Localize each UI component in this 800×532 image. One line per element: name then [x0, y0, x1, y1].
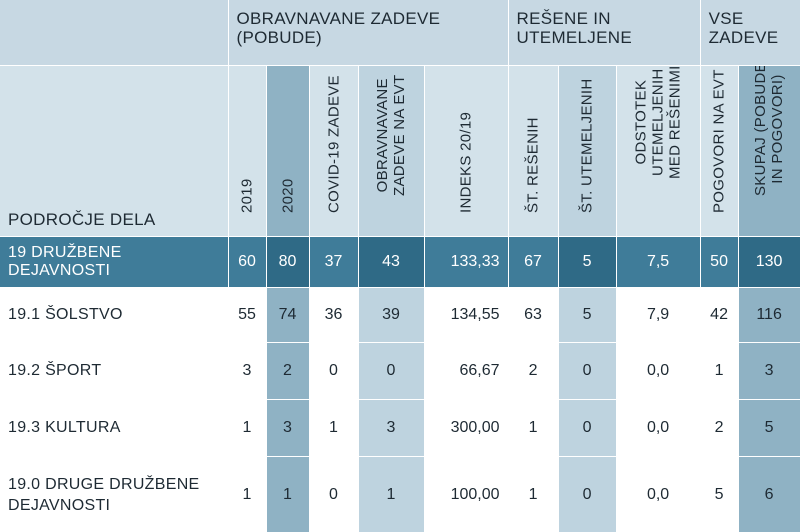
- cell-evt: 39: [358, 288, 424, 343]
- table-row: 19.2 ŠPORT 3 2 0 0 66,67 2 0 0,0 1 3: [0, 343, 800, 400]
- cell-2020: 3: [266, 400, 309, 457]
- header-podrocje: PODROČJE DELA: [0, 66, 228, 237]
- cell-pogovori: 2: [700, 400, 738, 457]
- header-st-resenih: ŠT. REŠENIH: [508, 66, 558, 237]
- cell-2019: 3: [228, 343, 266, 400]
- table-row: 19 DRUŽBENE DEJAVNOSTI 60 80 37 43 133,3…: [0, 237, 800, 288]
- cell-2020: 80: [266, 237, 309, 288]
- cell-skupaj: 116: [738, 288, 800, 343]
- cell-st-resenih: 1: [508, 457, 558, 532]
- cell-pogovori: 50: [700, 237, 738, 288]
- header-indeks: INDEKS 20/19: [424, 66, 508, 237]
- cell-2019: 1: [228, 400, 266, 457]
- cell-odstotek: 0,0: [616, 343, 700, 400]
- row-name: 19.3 KULTURA: [0, 400, 228, 457]
- cell-pogovori: 42: [700, 288, 738, 343]
- cell-pogovori: 1: [700, 343, 738, 400]
- row-name: 19.0 DRUGE DRUŽBENE DEJAVNOSTI: [0, 457, 228, 532]
- cell-2020: 74: [266, 288, 309, 343]
- cell-odstotek: 7,9: [616, 288, 700, 343]
- table-row: 19.0 DRUGE DRUŽBENE DEJAVNOSTI 1 1 0 1 1…: [0, 457, 800, 532]
- cell-2019: 1: [228, 457, 266, 532]
- header-odstotek: ODSTOTEK UTEMELJENIH MED REŠENIMI: [616, 66, 700, 237]
- cell-evt: 43: [358, 237, 424, 288]
- cell-skupaj: 130: [738, 237, 800, 288]
- cell-skupaj: 6: [738, 457, 800, 532]
- header-2019: 2019: [228, 66, 266, 237]
- cell-st-resenih: 67: [508, 237, 558, 288]
- cell-st-utemeljenih: 0: [558, 457, 616, 532]
- cell-indeks: 134,55: [424, 288, 508, 343]
- cell-indeks: 133,33: [424, 237, 508, 288]
- cell-odstotek: 7,5: [616, 237, 700, 288]
- cell-st-utemeljenih: 0: [558, 343, 616, 400]
- row-name: 19 DRUŽBENE DEJAVNOSTI: [0, 237, 228, 288]
- cell-st-utemeljenih: 5: [558, 288, 616, 343]
- group-vse: VSE ZADEVE: [700, 0, 800, 66]
- cell-st-utemeljenih: 0: [558, 400, 616, 457]
- cell-odstotek: 0,0: [616, 457, 700, 532]
- cell-indeks: 66,67: [424, 343, 508, 400]
- cell-st-resenih: 63: [508, 288, 558, 343]
- cell-indeks: 100,00: [424, 457, 508, 532]
- empty-corner-cell: [0, 0, 228, 66]
- table-row: 19.1 ŠOLSTVO 55 74 36 39 134,55 63 5 7,9…: [0, 288, 800, 343]
- cell-covid: 0: [309, 343, 358, 400]
- cell-indeks: 300,00: [424, 400, 508, 457]
- cell-st-resenih: 2: [508, 343, 558, 400]
- table-row: 19.3 KULTURA 1 3 1 3 300,00 1 0 0,0 2 5: [0, 400, 800, 457]
- cell-covid: 1: [309, 400, 358, 457]
- group-resene: REŠENE IN UTEMELJENE: [508, 0, 700, 66]
- column-header-row: PODROČJE DELA 2019 2020 COVID-19 ZADEVE …: [0, 66, 800, 237]
- header-2020: 2020: [266, 66, 309, 237]
- cell-evt: 0: [358, 343, 424, 400]
- row-name: 19.2 ŠPORT: [0, 343, 228, 400]
- cell-2020: 2: [266, 343, 309, 400]
- cell-2019: 55: [228, 288, 266, 343]
- header-evt: OBRAVNAVANE ZADEVE NA EVT: [358, 66, 424, 237]
- cell-pogovori: 5: [700, 457, 738, 532]
- cell-evt: 3: [358, 400, 424, 457]
- cell-st-resenih: 1: [508, 400, 558, 457]
- cell-evt: 1: [358, 457, 424, 532]
- cell-skupaj: 5: [738, 400, 800, 457]
- header-skupaj: SKUPAJ (POBUDE IN POGOVORI): [738, 66, 800, 237]
- group-header-row: OBRAVNAVANE ZADEVE (POBUDE) REŠENE IN UT…: [0, 0, 800, 66]
- header-st-utemeljenih: ŠT. UTEMELJENIH: [558, 66, 616, 237]
- row-name: 19.1 ŠOLSTVO: [0, 288, 228, 343]
- cell-2020: 1: [266, 457, 309, 532]
- cell-skupaj: 3: [738, 343, 800, 400]
- cell-st-utemeljenih: 5: [558, 237, 616, 288]
- header-covid: COVID-19 ZADEVE: [309, 66, 358, 237]
- cell-covid: 0: [309, 457, 358, 532]
- cell-2019: 60: [228, 237, 266, 288]
- cell-covid: 37: [309, 237, 358, 288]
- cell-covid: 36: [309, 288, 358, 343]
- cell-odstotek: 0,0: [616, 400, 700, 457]
- header-pogovori: POGOVORI NA EVT: [700, 66, 738, 237]
- group-obravnavane: OBRAVNAVANE ZADEVE (POBUDE): [228, 0, 508, 66]
